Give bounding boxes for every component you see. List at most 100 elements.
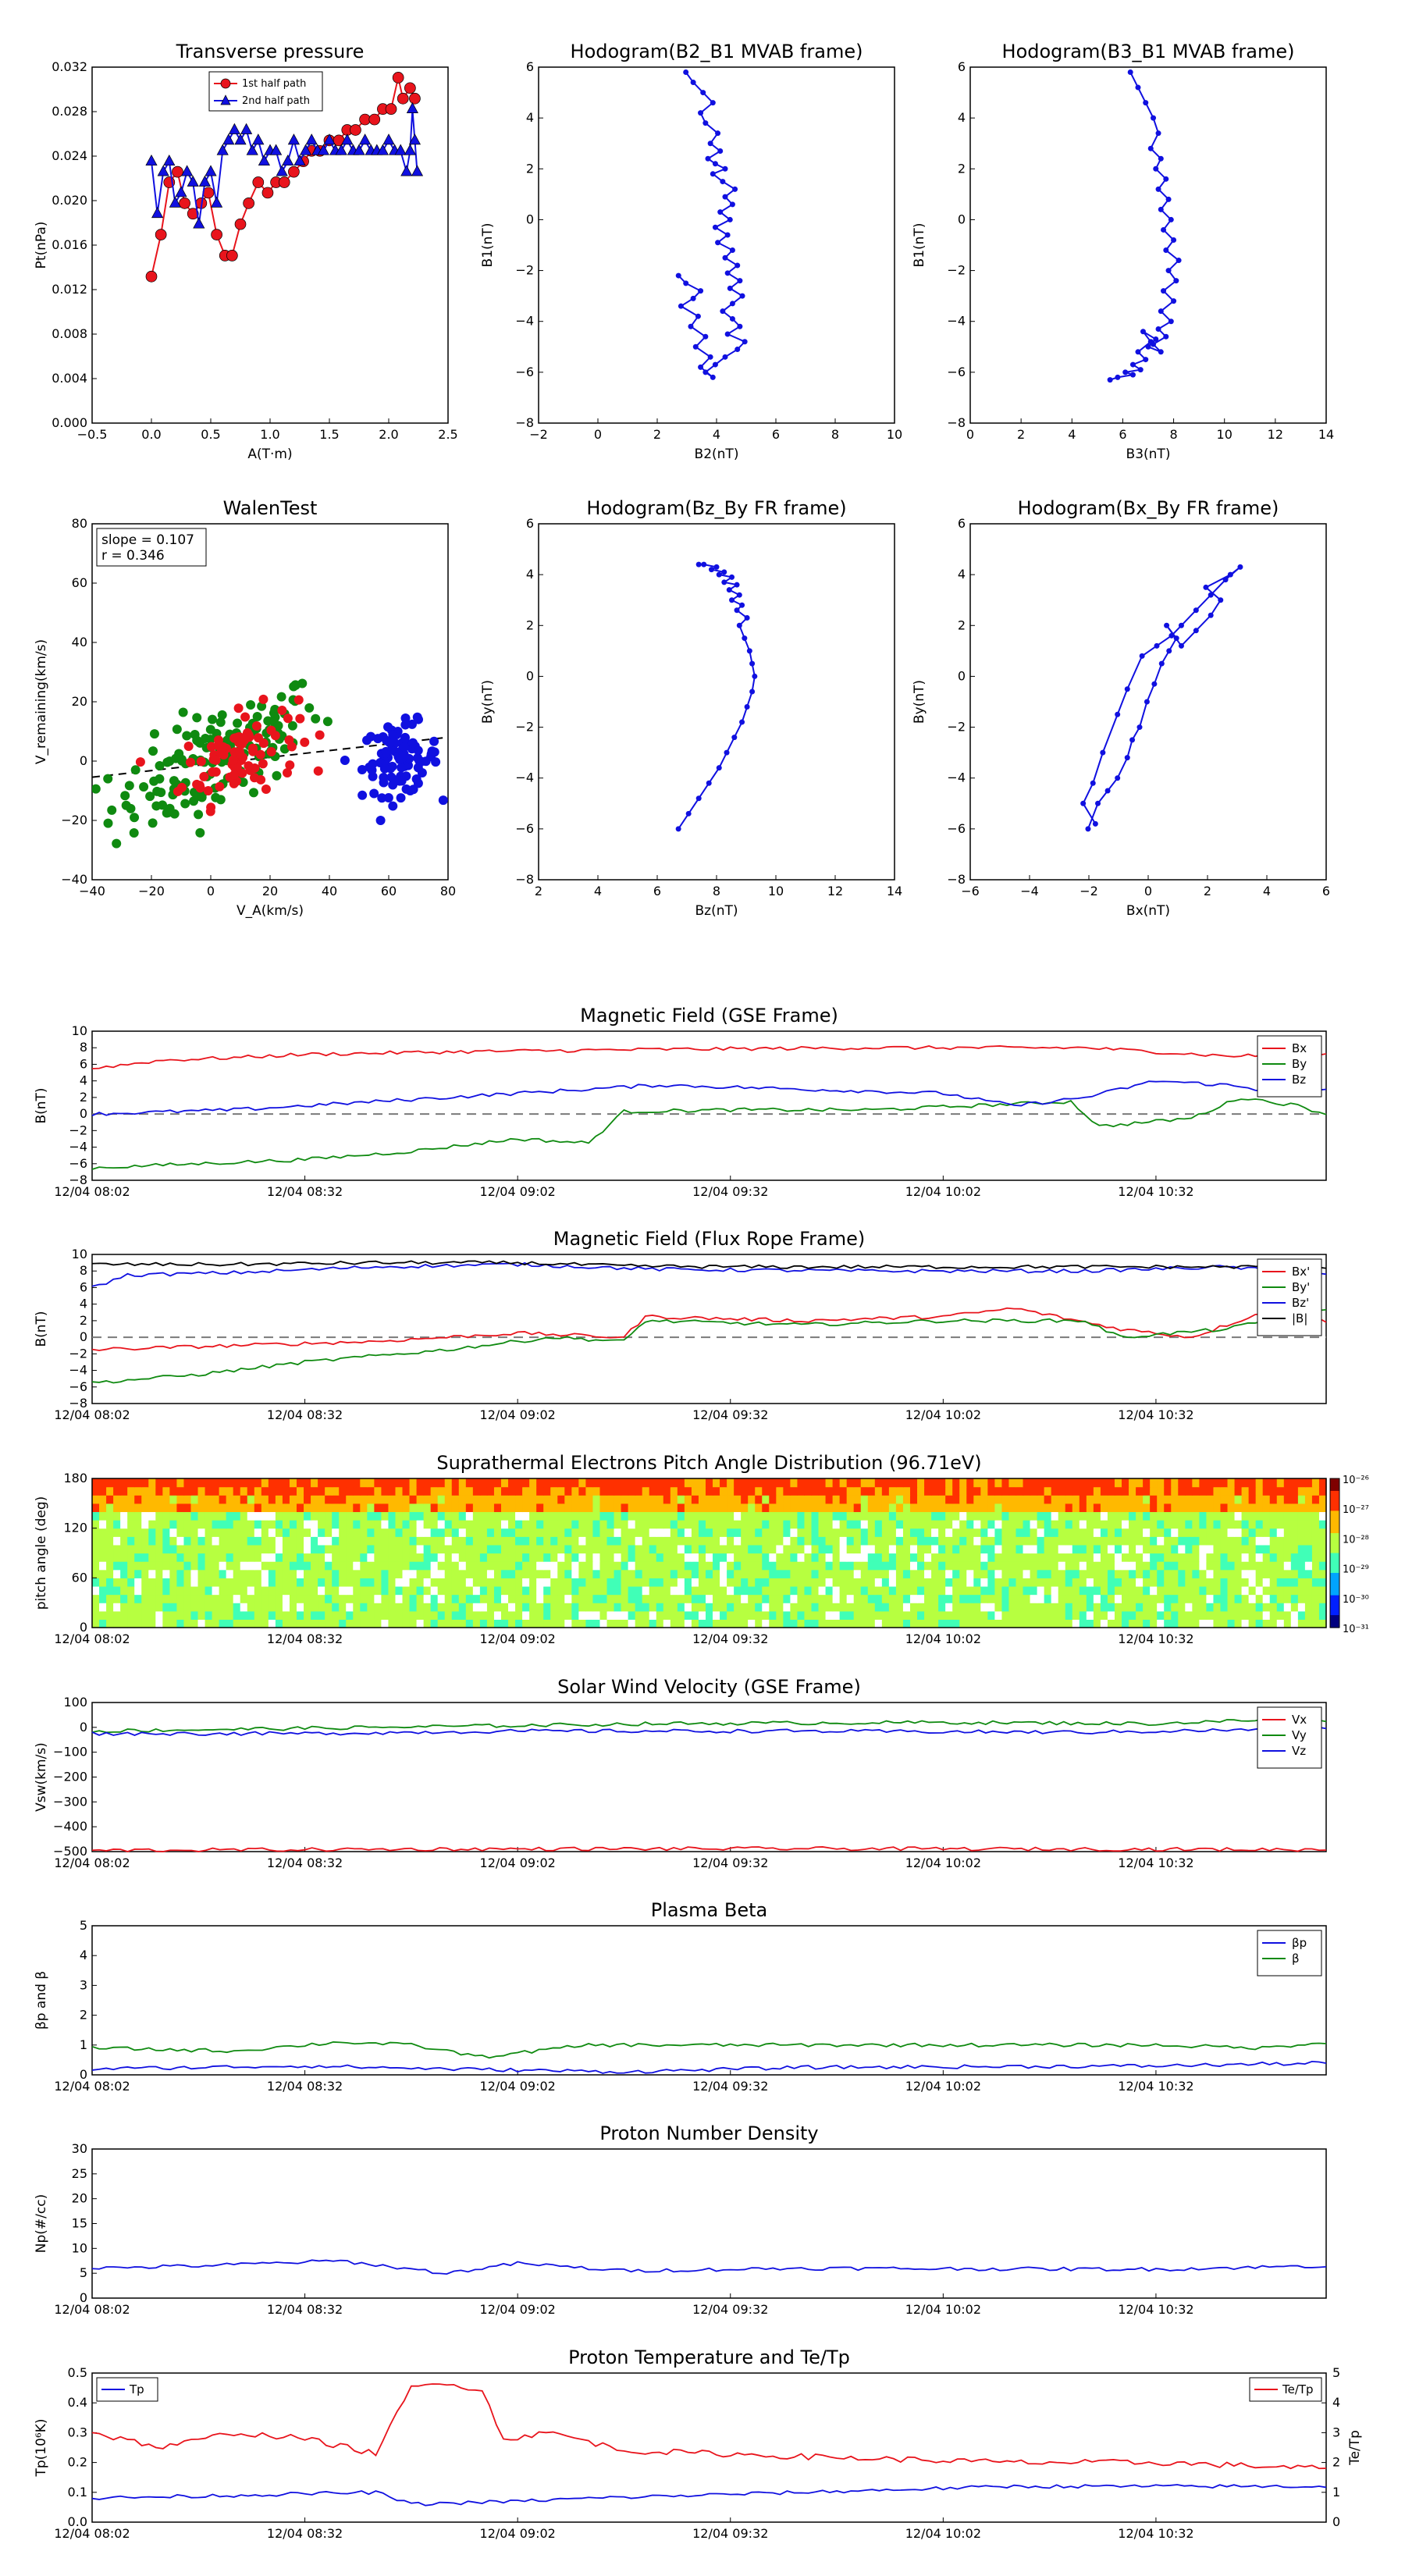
heatmap-cell: [423, 1478, 432, 1488]
heatmap-cell: [1044, 1619, 1052, 1628]
heatmap-cell: [205, 1511, 213, 1521]
heatmap-cell: [973, 1478, 981, 1488]
heatmap-cell: [106, 1503, 114, 1513]
heatmap-cell: [451, 1610, 460, 1620]
heatmap-cell: [423, 1486, 432, 1496]
heatmap-cell: [1122, 1603, 1129, 1612]
heatmap-cell: [945, 1511, 953, 1521]
heatmap-cell: [423, 1594, 432, 1603]
data-point: [729, 315, 735, 322]
heatmap-cell: [663, 1594, 671, 1603]
heatmap-cell: [1234, 1544, 1243, 1554]
heatmap-cell: [663, 1544, 671, 1554]
data-point: [377, 793, 387, 803]
heatmap-cell: [254, 1619, 262, 1628]
heatmap-cell: [881, 1511, 890, 1521]
heatmap-cell: [811, 1495, 820, 1504]
heatmap-cell: [486, 1528, 495, 1537]
heatmap-cell: [592, 1569, 601, 1578]
heatmap-cell: [304, 1619, 311, 1628]
heatmap-cell: [1051, 1511, 1059, 1521]
heatmap-cell: [465, 1619, 474, 1628]
heatmap-cell: [500, 1619, 509, 1628]
heatmap-cell: [705, 1561, 713, 1571]
heatmap-cell: [92, 1478, 100, 1488]
heatmap-cell: [515, 1594, 523, 1603]
heatmap-cell: [1227, 1503, 1236, 1513]
heatmap-cell: [663, 1610, 671, 1620]
heatmap-cell: [318, 1486, 325, 1496]
heatmap-cell: [797, 1594, 806, 1603]
heatmap-cell: [1023, 1610, 1031, 1620]
data-point: [690, 295, 696, 301]
heatmap-cell: [987, 1503, 995, 1513]
heatmap-cell: [1001, 1569, 1010, 1578]
heatmap-cell: [148, 1511, 156, 1521]
heatmap-cell: [325, 1585, 333, 1596]
colorbar-segment: [1330, 1565, 1339, 1569]
heatmap-cell: [846, 1553, 855, 1562]
heatmap-cell: [437, 1503, 446, 1513]
data-point: [383, 722, 393, 732]
heatmap-cell: [1093, 1503, 1101, 1513]
heatmap-cell: [1164, 1495, 1172, 1504]
heatmap-cell: [1213, 1561, 1222, 1571]
heatmap-cell: [353, 1594, 361, 1603]
heatmap-cell: [169, 1536, 178, 1546]
heatmap-cell: [155, 1478, 163, 1488]
data-point: [369, 788, 379, 799]
heatmap-cell: [1185, 1553, 1193, 1562]
colorbar-segment: [1330, 1510, 1339, 1514]
heatmap-cell: [614, 1569, 622, 1578]
heatmap-cell: [959, 1528, 967, 1537]
heatmap-cell: [867, 1503, 876, 1513]
chart-title: Magnetic Field (GSE Frame): [580, 1005, 838, 1026]
heatmap-cell: [183, 1511, 192, 1521]
heatmap-cell: [120, 1536, 128, 1546]
heatmap-cell: [853, 1603, 862, 1612]
heatmap-cell: [966, 1486, 974, 1496]
heatmap-cell: [811, 1603, 820, 1612]
heatmap-cell: [832, 1503, 841, 1513]
heatmap-cell: [1248, 1520, 1257, 1529]
heatmap-cell: [931, 1536, 939, 1546]
data-point: [400, 165, 413, 176]
heatmap-cell: [769, 1578, 777, 1587]
heatmap-cell: [1276, 1495, 1285, 1504]
heatmap-cell: [1241, 1619, 1250, 1628]
heatmap-cell: [458, 1528, 467, 1537]
heatmap-cell: [1269, 1511, 1278, 1521]
heatmap-cell: [437, 1528, 446, 1537]
heatmap-cell: [959, 1478, 967, 1488]
heatmap-cell: [430, 1495, 439, 1504]
data-point: [181, 165, 194, 176]
heatmap-cell: [1143, 1511, 1151, 1521]
heatmap-cell: [1255, 1619, 1264, 1628]
data-point: [721, 569, 727, 575]
heatmap-cell: [465, 1528, 474, 1537]
heatmap-cell: [1290, 1553, 1299, 1562]
heatmap-cell: [346, 1511, 354, 1521]
heatmap-cell: [621, 1520, 629, 1529]
heatmap-cell: [945, 1528, 953, 1537]
heatmap-cell: [1150, 1495, 1158, 1504]
data-point: [721, 579, 727, 585]
heatmap-cell: [825, 1594, 834, 1603]
data-point: [258, 694, 269, 704]
heatmap-cell: [755, 1511, 763, 1521]
heatmap-cell: [938, 1486, 946, 1496]
heatmap-cell: [1107, 1619, 1115, 1628]
heatmap-cell: [867, 1478, 876, 1488]
heatmap-cell: [1311, 1603, 1320, 1612]
heatmap-cell: [924, 1561, 932, 1571]
heatmap-cell: [635, 1619, 643, 1628]
data-point: [155, 760, 165, 770]
heatmap-cell: [734, 1610, 742, 1620]
heatmap-cell: [917, 1495, 925, 1504]
heatmap-cell: [536, 1536, 544, 1546]
heatmap-cell: [409, 1585, 418, 1596]
heatmap-cell: [113, 1594, 121, 1603]
heatmap-cell: [197, 1578, 206, 1587]
heatmap-cell: [388, 1544, 397, 1554]
heatmap-cell: [395, 1561, 404, 1571]
